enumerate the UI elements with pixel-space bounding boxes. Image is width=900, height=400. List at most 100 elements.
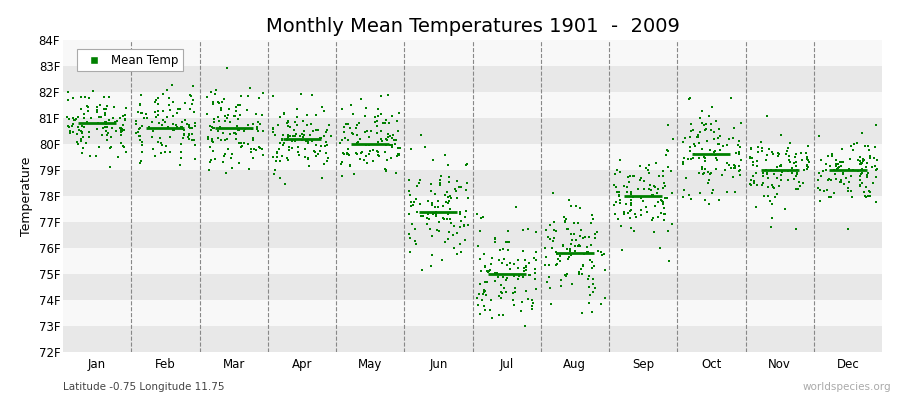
Point — [217, 153, 231, 159]
Point — [70, 141, 85, 147]
Point — [247, 135, 261, 142]
Point — [586, 281, 600, 288]
Point — [543, 236, 557, 242]
Point — [850, 157, 865, 164]
Point — [491, 257, 506, 263]
Point — [301, 140, 315, 146]
Bar — [63, 326, 882, 352]
Point — [459, 162, 473, 168]
Point — [688, 143, 702, 150]
Point — [841, 226, 855, 232]
Point — [549, 228, 563, 235]
Point — [802, 159, 816, 166]
Point — [218, 151, 232, 157]
Point — [370, 148, 384, 154]
Point — [234, 92, 248, 99]
Point — [760, 171, 775, 177]
Point — [759, 167, 773, 173]
Point — [90, 109, 104, 116]
Point — [755, 179, 770, 186]
Point — [702, 113, 716, 119]
Point — [419, 221, 434, 228]
Point — [337, 124, 351, 130]
Point — [372, 153, 386, 159]
Point — [560, 246, 574, 252]
Point — [83, 153, 97, 160]
Point — [470, 210, 484, 217]
Point — [212, 128, 226, 134]
Point — [661, 164, 675, 170]
Point — [353, 136, 367, 142]
Point — [187, 120, 202, 126]
Point — [583, 242, 598, 248]
Point — [291, 149, 305, 155]
Point — [321, 122, 336, 128]
Point — [368, 113, 382, 120]
Point — [442, 179, 456, 186]
Point — [186, 97, 201, 104]
Point — [783, 158, 797, 165]
Point — [751, 144, 765, 150]
Point — [203, 123, 218, 129]
Point — [788, 163, 803, 170]
Point — [358, 142, 373, 148]
Point — [518, 323, 533, 329]
Point — [698, 170, 712, 176]
Point — [266, 93, 280, 99]
Point — [176, 126, 191, 133]
Point — [99, 121, 113, 127]
Point — [389, 170, 403, 176]
Point — [686, 127, 700, 134]
Point — [789, 170, 804, 176]
Point — [441, 200, 455, 206]
Point — [183, 122, 197, 128]
Point — [273, 140, 287, 146]
Point — [742, 180, 757, 187]
Bar — [63, 92, 882, 118]
Point — [392, 152, 407, 158]
Point — [185, 131, 200, 137]
Point — [585, 276, 599, 282]
Point — [229, 136, 243, 142]
Point — [581, 276, 596, 282]
Point — [450, 230, 464, 236]
Point — [280, 155, 294, 161]
Point — [862, 155, 877, 161]
Point — [214, 98, 229, 105]
Point — [132, 160, 147, 166]
Point — [858, 192, 872, 199]
Point — [789, 171, 804, 177]
Point — [646, 182, 661, 189]
Point — [692, 190, 706, 196]
Point — [770, 153, 785, 159]
Point — [269, 158, 284, 164]
Point — [246, 121, 260, 128]
Point — [408, 238, 422, 244]
Point — [448, 186, 463, 192]
Point — [831, 161, 845, 168]
Bar — [63, 222, 882, 248]
Point — [304, 121, 319, 128]
Point — [461, 195, 475, 201]
Point — [178, 100, 193, 106]
Point — [842, 185, 856, 192]
Point — [544, 301, 558, 307]
Point — [517, 265, 531, 271]
Point — [118, 104, 132, 111]
Point — [349, 125, 364, 131]
Point — [761, 192, 776, 199]
Point — [233, 112, 248, 118]
Point — [488, 278, 502, 284]
Point — [362, 151, 376, 158]
Point — [92, 144, 106, 150]
Point — [754, 139, 769, 146]
Point — [361, 134, 375, 141]
Point — [538, 262, 553, 268]
Point — [247, 145, 261, 152]
Point — [185, 136, 200, 143]
Point — [844, 173, 859, 179]
Point — [100, 103, 114, 110]
Point — [511, 265, 526, 271]
Point — [101, 130, 115, 136]
Point — [676, 194, 690, 201]
